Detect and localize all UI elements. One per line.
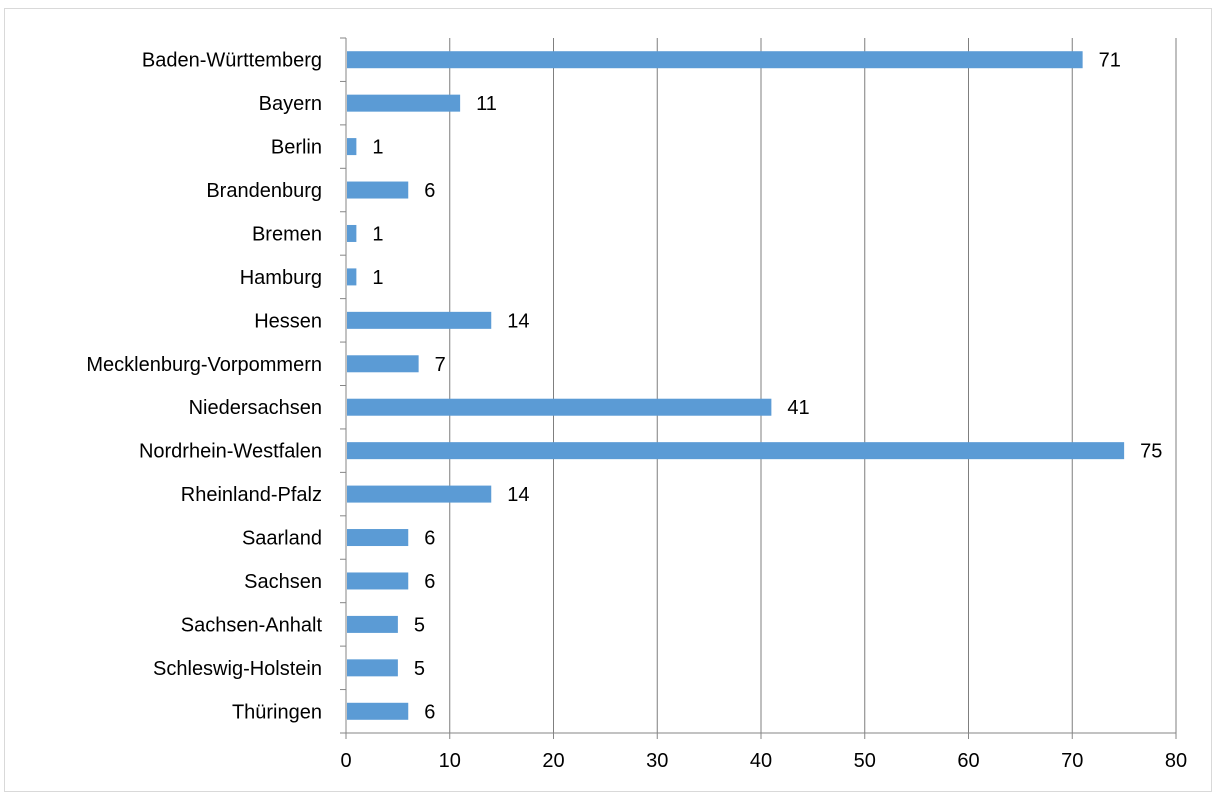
category-label: Saarland (242, 528, 322, 550)
data-label: 14 (507, 484, 529, 506)
bar-Hamburg (347, 268, 357, 286)
data-label: 14 (507, 310, 529, 332)
data-label: 41 (787, 397, 809, 419)
gridlines (449, 38, 1177, 733)
bar-Sachsen (347, 572, 409, 590)
category-label: Baden-Württemberg (142, 50, 322, 72)
category-label: Bayern (259, 93, 322, 115)
bar-Brandenburg (347, 181, 409, 199)
bar-Bremen (347, 224, 357, 242)
data-label: 6 (424, 571, 435, 593)
data-label: 5 (414, 658, 425, 680)
category-label: Thüringen (232, 701, 322, 723)
bar-Hessen (347, 311, 492, 329)
data-label: 71 (1099, 50, 1121, 72)
x-tick-label-80: 80 (1165, 750, 1187, 772)
data-label: 6 (424, 701, 435, 723)
data-label: 7 (435, 354, 446, 376)
category-label: Mecklenburg-Vorpommern (86, 354, 322, 376)
category-label: Hessen (254, 310, 322, 332)
bar-Sachsen-Anhalt (347, 615, 398, 633)
bar-Thüringen (347, 702, 409, 720)
data-label: 1 (372, 267, 383, 289)
category-label: Berlin (271, 137, 322, 159)
x-tick-labels: 0 10 20 30 40 50 60 70 80 (340, 750, 1187, 772)
bars (347, 51, 1125, 720)
x-tick-label-10: 10 (439, 750, 461, 772)
category-label: Niedersachsen (189, 397, 322, 419)
x-tick-label-40: 40 (750, 750, 772, 772)
bar-Nordrhein-Westfalen (347, 442, 1125, 460)
category-labels: Baden-Württemberg Bayern Berlin Brandenburg… (86, 50, 322, 724)
category-label: Hamburg (240, 267, 322, 289)
bar-Bayern (347, 94, 461, 112)
data-label: 11 (476, 93, 497, 115)
category-label: Bremen (252, 223, 322, 245)
x-tick-label-0: 0 (340, 750, 351, 772)
category-label: Rheinland-Pfalz (181, 484, 322, 506)
data-label: 6 (424, 528, 435, 550)
data-label: 5 (414, 614, 425, 636)
category-label: Schleswig-Holstein (153, 658, 322, 680)
x-tick-label-30: 30 (646, 750, 668, 772)
category-label: Sachsen-Anhalt (181, 614, 323, 636)
bar-Saarland (347, 529, 409, 547)
bar-Niedersachsen (347, 398, 772, 416)
x-tick-label-70: 70 (1061, 750, 1083, 772)
data-label: 1 (372, 223, 383, 245)
data-label: 1 (372, 137, 383, 159)
x-tick-label-60: 60 (957, 750, 979, 772)
bar-Berlin (347, 138, 357, 156)
data-label: 6 (424, 180, 435, 202)
category-label: Sachsen (244, 571, 322, 593)
x-tick-label-20: 20 (542, 750, 564, 772)
category-label: Nordrhein-Westfalen (139, 441, 322, 463)
category-label: Brandenburg (206, 180, 322, 202)
bar-Baden-Württemberg (347, 51, 1083, 69)
axes (340, 37, 1177, 739)
bar-Schleswig-Holstein (347, 659, 398, 677)
x-tick-label-50: 50 (854, 750, 876, 772)
bar-Rheinland-Pfalz (347, 485, 492, 503)
data-label: 75 (1140, 441, 1162, 463)
bar-Mecklenburg-Vorpommern (347, 355, 419, 373)
